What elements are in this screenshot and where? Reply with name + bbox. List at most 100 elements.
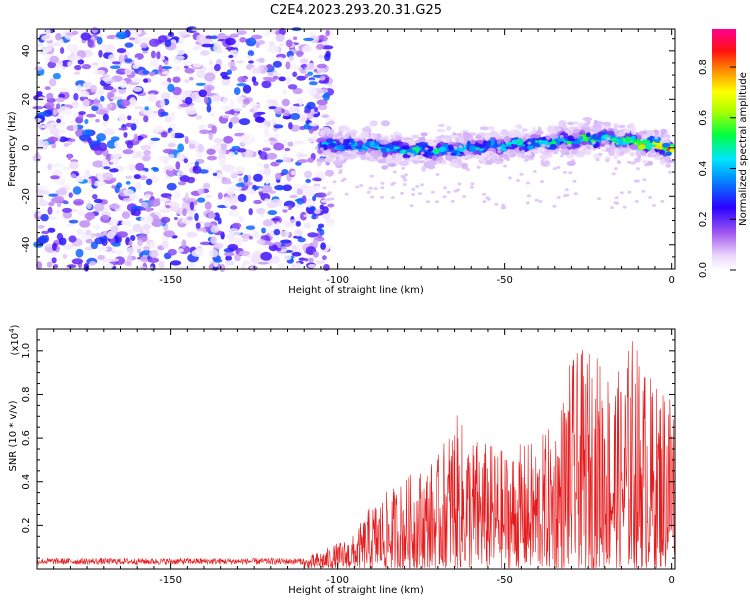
heatmap-cell (266, 120, 271, 128)
heatmap-cell (152, 126, 164, 133)
heatmap-cell (257, 261, 269, 265)
heatmap-cell (174, 190, 181, 200)
heatmap-cell (199, 129, 210, 135)
heatmap-cell (204, 222, 212, 228)
y-tick-label: 0.4 (21, 474, 32, 490)
heatmap-cell (126, 140, 134, 149)
heatmap-cell (418, 192, 422, 196)
heatmap-cell (126, 247, 138, 254)
heatmap-cell (228, 169, 235, 174)
heatmap-cell (464, 156, 469, 161)
heatmap-cell (458, 145, 463, 149)
heatmap-cell (538, 200, 543, 203)
heatmap-cell (532, 170, 537, 173)
snr-series-group (37, 341, 675, 569)
heatmap-cell (122, 149, 134, 155)
heatmap-cell (49, 55, 59, 64)
heatmap-cell (282, 115, 292, 120)
heatmap-cell (344, 192, 349, 196)
heatmap-cell (219, 158, 227, 166)
heatmap-cell (47, 163, 52, 171)
heatmap-cell (166, 165, 174, 171)
heatmap-cell (124, 58, 133, 63)
heatmap-cell (230, 98, 235, 107)
heatmap-cell (408, 142, 417, 146)
heatmap-cell (90, 84, 97, 93)
heatmap-cell (415, 185, 420, 188)
heatmap-cell (507, 176, 512, 180)
heatmap-cell (486, 140, 492, 147)
heatmap-cell (284, 147, 291, 152)
heatmap-cell (391, 141, 400, 146)
heatmap-cell (160, 111, 169, 117)
heatmap-cell (48, 201, 55, 207)
heatmap-cell (225, 260, 235, 266)
heatmap-cell (456, 188, 460, 192)
heatmap-cell (75, 248, 84, 258)
heatmap-cell (126, 254, 132, 262)
heatmap-cell (287, 204, 293, 211)
heatmap-cell (39, 235, 48, 244)
heatmap-cell (103, 85, 114, 91)
heatmap-cell (77, 210, 86, 216)
heatmap-cell (160, 131, 168, 138)
heatmap-cell (322, 186, 327, 190)
heatmap-cell (552, 167, 557, 171)
heatmap-cell (629, 151, 635, 157)
heatmap-cell (347, 153, 352, 157)
heatmap-cell (213, 242, 224, 249)
heatmap-cell (135, 182, 142, 191)
heatmap-cell (91, 175, 96, 185)
heatmap-cell (613, 201, 618, 205)
heatmap-cell (556, 165, 561, 169)
heatmap-cell (546, 125, 556, 133)
heatmap-cell (267, 210, 278, 216)
heatmap-cell (35, 124, 45, 129)
heatmap-cell (118, 127, 128, 131)
heatmap-cell (474, 150, 480, 156)
heatmap-cell (137, 37, 148, 43)
heatmap-cell (266, 28, 272, 35)
heatmap-cell (148, 242, 156, 249)
heatmap-cell (536, 146, 545, 152)
heatmap-cell (390, 150, 397, 155)
heatmap-cell (79, 220, 91, 228)
heatmap-cell (321, 114, 330, 119)
heatmap-cell (116, 48, 127, 54)
heatmap-cell (461, 155, 466, 160)
heatmap-cell (544, 149, 549, 152)
heatmap-cell (263, 125, 269, 135)
snr-ylabel: SNR (10 * v/v) (8, 400, 19, 471)
heatmap-cell (251, 106, 259, 114)
heatmap-cell (278, 186, 284, 191)
heatmap-cell (45, 28, 51, 36)
heatmap-cell (154, 198, 161, 202)
heatmap-cell (230, 205, 238, 210)
heatmap-cell (468, 155, 473, 159)
heatmap-cell (132, 208, 141, 217)
heatmap-cell (378, 139, 389, 145)
heatmap-cell (516, 153, 523, 158)
heatmap-cell (482, 140, 488, 146)
heatmap-cell (209, 112, 216, 117)
heatmap-cell (640, 150, 647, 156)
heatmap-cell (589, 130, 596, 134)
heatmap-cell (186, 176, 195, 184)
heatmap-cell (559, 154, 564, 158)
heatmap-cell (255, 42, 260, 49)
heatmap-cell (568, 126, 577, 130)
heatmap-cell (424, 147, 429, 151)
heatmap-cell (95, 109, 108, 115)
heatmap-cell (617, 124, 626, 129)
heatmap-cell (367, 147, 372, 154)
heatmap-cell (268, 242, 274, 247)
heatmap-cell (150, 137, 161, 141)
heatmap-cell (315, 43, 325, 50)
heatmap-cell (514, 124, 519, 128)
heatmap-cell (164, 115, 173, 123)
heatmap-cell (641, 159, 649, 164)
heatmap-cell (519, 172, 524, 176)
heatmap-cell (231, 230, 241, 236)
heatmap-cell (236, 30, 247, 35)
heatmap-cell (635, 167, 640, 171)
